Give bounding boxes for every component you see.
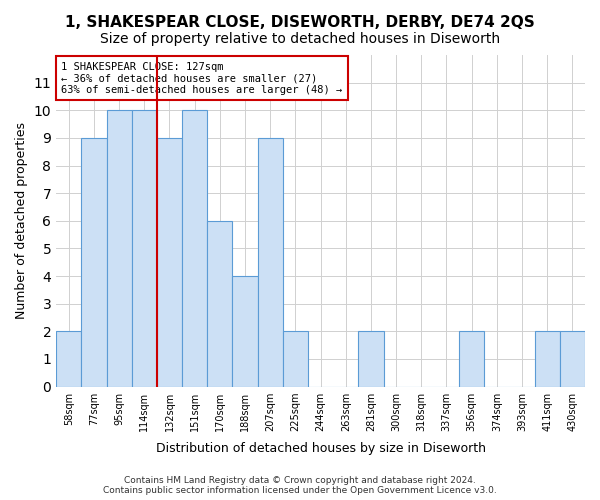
Bar (283, 332, 308, 386)
Bar (107, 110, 132, 386)
Text: Contains HM Land Registry data © Crown copyright and database right 2024.
Contai: Contains HM Land Registry data © Crown c… (103, 476, 497, 495)
Bar (207, 221, 232, 386)
Bar (257, 138, 283, 386)
Text: Size of property relative to detached houses in Diseworth: Size of property relative to detached ho… (100, 32, 500, 46)
Text: 1, SHAKESPEAR CLOSE, DISEWORTH, DERBY, DE74 2QS: 1, SHAKESPEAR CLOSE, DISEWORTH, DERBY, D… (65, 15, 535, 30)
Bar (56, 332, 82, 386)
Bar (459, 332, 484, 386)
Bar (535, 332, 560, 386)
Y-axis label: Number of detached properties: Number of detached properties (15, 122, 28, 320)
Bar (182, 110, 207, 386)
Text: 1 SHAKESPEAR CLOSE: 127sqm
← 36% of detached houses are smaller (27)
63% of semi: 1 SHAKESPEAR CLOSE: 127sqm ← 36% of deta… (61, 62, 343, 95)
Bar (560, 332, 585, 386)
Bar (157, 138, 182, 386)
Bar (132, 110, 157, 386)
X-axis label: Distribution of detached houses by size in Diseworth: Distribution of detached houses by size … (155, 442, 485, 455)
Bar (358, 332, 383, 386)
Bar (232, 276, 257, 386)
Bar (82, 138, 107, 386)
